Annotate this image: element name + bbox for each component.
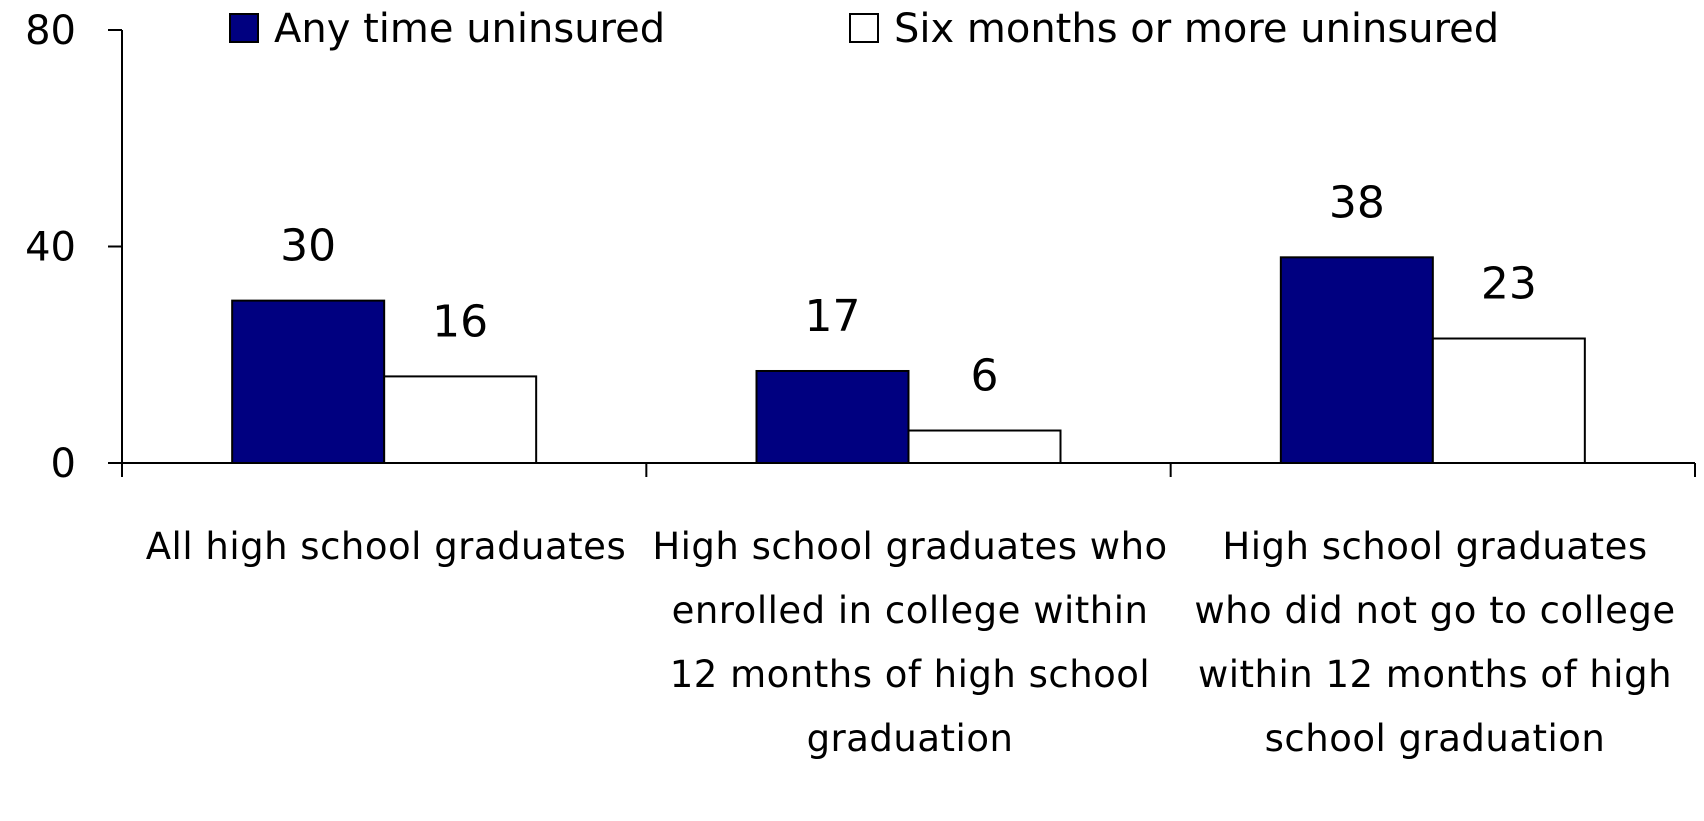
y-axis-ticks: 0 40 80 [25,8,122,487]
legend-label-any-time: Any time uninsured [274,6,665,52]
bar-any-time-1 [755,369,910,464]
category-label-enrolled-college: High school graduates who enrolled in co… [652,525,1168,760]
data-label-any-time-0: 30 [280,221,336,272]
legend-swatch-six-months [849,13,879,43]
data-label-six-months-1: 6 [971,351,999,402]
legend-label-six-months: Six months or more uninsured [894,6,1499,52]
y-tick-label: 0 [51,441,76,487]
bar-any-time-0 [231,299,386,464]
data-label-six-months-2: 23 [1481,259,1537,310]
data-label-any-time-1: 17 [805,291,861,342]
legend-swatch-any-time [229,13,259,43]
bar-six-months-2 [1431,337,1586,465]
bar-six-months-0 [383,375,538,464]
legend: Any time uninsured Six months or more un… [229,6,1499,52]
category-label-all-graduates: All high school graduates [145,525,627,568]
x-axis-ticks [121,463,1696,477]
data-labels: 30 16 17 6 38 23 [280,177,1537,401]
y-tick-label: 40 [25,225,76,271]
data-label-any-time-2: 38 [1329,177,1385,228]
bar-six-months-1 [907,429,1062,464]
category-label-no-college: High school graduates who did not go to … [1194,525,1676,760]
data-label-six-months-0: 16 [432,296,488,347]
bar-any-time-2 [1279,256,1434,465]
y-tick-label: 80 [25,8,76,54]
bars [231,256,1586,465]
